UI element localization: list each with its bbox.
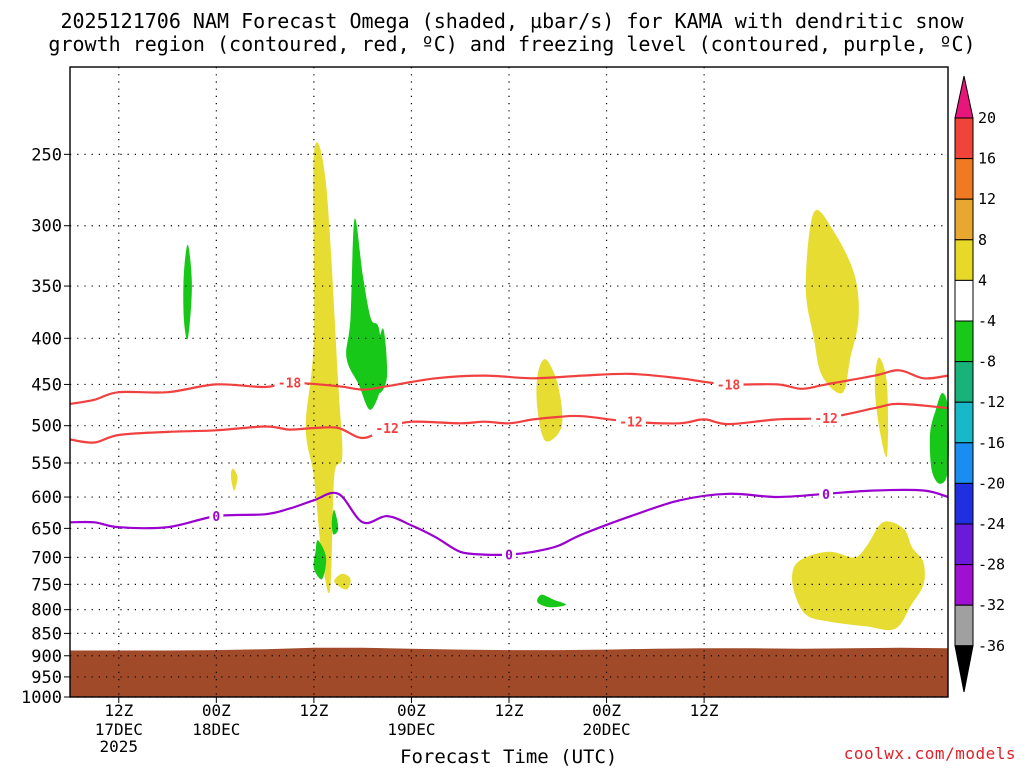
- y-tick-label: 400: [31, 329, 62, 349]
- colorbar-swatch: [954, 442, 974, 484]
- y-tick-label: 600: [31, 488, 62, 508]
- x-tick-label: 12Z: [495, 701, 524, 720]
- contours: -18 -18 -12 -12 -12 0 0 0: [69, 369, 949, 564]
- contour-label-bg: [811, 409, 842, 426]
- omega-region-negative: [331, 509, 339, 535]
- colorbar-tick-label: -28: [978, 556, 1005, 574]
- x-tick-sublabel: 17DEC: [95, 720, 143, 739]
- contour-label-bg: [274, 374, 305, 391]
- colorbar-swatch: [954, 239, 974, 281]
- contour-dgz_lower: [69, 402, 949, 444]
- x-tick-label: 12Z: [299, 701, 328, 720]
- colorbar-swatch: [954, 320, 974, 363]
- x-tick-sublabel: 19DEC: [387, 720, 435, 739]
- omega-region-negative: [183, 244, 192, 340]
- colorbar-tick-label: -8: [978, 353, 996, 371]
- x-tick-sublabel: 18DEC: [192, 720, 240, 739]
- colorbar-swatch: [954, 523, 974, 566]
- omega-region-positive: [792, 521, 925, 631]
- y-tick-label: 850: [31, 624, 62, 644]
- colorbar-swatch: [954, 279, 974, 322]
- y-tick-label: 250: [31, 145, 62, 165]
- y-tick-label: 450: [31, 375, 62, 395]
- omega-region-negative: [929, 393, 949, 484]
- chart-title-line2: growth region (contoured, red, ºC) and f…: [48, 32, 976, 56]
- x-tick-label: 12Z: [690, 701, 719, 720]
- x-tick-sublabel: 2025: [100, 737, 139, 756]
- contour-label-bg: [615, 413, 646, 430]
- y-tick-label: 650: [31, 519, 62, 539]
- y-tick-label: 750: [31, 575, 62, 595]
- colorbar-swatch: [954, 361, 974, 403]
- x-tick-sublabel: 20DEC: [582, 720, 630, 739]
- x-tick-label: 00Z: [592, 701, 621, 720]
- contour-label: 0: [505, 549, 513, 564]
- contour-label: -18: [717, 378, 741, 393]
- omega-region-negative: [346, 218, 384, 410]
- omega-region-negative: [374, 328, 388, 394]
- contour-label-bg: [372, 420, 403, 437]
- y-tick-label: 1000: [21, 688, 62, 708]
- colorbar-tick-label: 8: [978, 231, 987, 249]
- omega-region-positive: [805, 210, 859, 394]
- y-tick-label: 900: [31, 647, 62, 667]
- contour-label-bg: [713, 376, 744, 393]
- omega-region-negative: [537, 594, 566, 608]
- colorbar-top-arrow: [954, 75, 974, 119]
- colorbar-tick-label: -12: [978, 393, 1005, 411]
- x-axis-title: Forecast Time (UTC): [400, 746, 618, 768]
- contour-label: -12: [375, 422, 398, 437]
- y-tick-label: 300: [31, 217, 62, 237]
- colorbar-tick-label: 12: [978, 190, 996, 208]
- omega-shading: [183, 142, 949, 631]
- colorbar-tick-label: 4: [978, 271, 987, 289]
- y-tick-label: 350: [31, 277, 62, 297]
- contour-label: -12: [619, 416, 642, 431]
- contour-label: -12: [814, 412, 837, 427]
- omega-region-positive: [230, 468, 238, 491]
- site-credit: coolwx.com/models: [843, 744, 1016, 763]
- colorbar-swatch: [954, 401, 974, 444]
- colorbar-tick-label: -32: [978, 596, 1005, 614]
- colorbar-tick-label: -36: [978, 637, 1005, 655]
- colorbar-swatch: [954, 198, 974, 241]
- contour-freezing: [69, 488, 949, 556]
- y-tick-label: 700: [31, 548, 62, 568]
- contour-dgz_upper: [69, 369, 949, 405]
- colorbar-tick-label: 16: [978, 150, 996, 168]
- y-tick-label: 800: [31, 601, 62, 621]
- colorbar-swatch: [954, 117, 974, 160]
- omega-region-positive: [334, 573, 351, 590]
- y-tick-label: 550: [31, 454, 62, 474]
- colorbar-swatch: [954, 158, 974, 200]
- colorbar-tick-label: -24: [978, 515, 1005, 533]
- contour-label: 0: [212, 510, 220, 525]
- contour-label-bg: [819, 485, 834, 502]
- y-tick-label: 950: [31, 668, 62, 688]
- x-tick-label: 00Z: [397, 701, 426, 720]
- contour-label-bg: [502, 546, 516, 563]
- colorbar-swatch: [954, 604, 974, 647]
- contour-label: 0: [822, 488, 830, 503]
- colorbar-tick-label: -16: [978, 434, 1005, 452]
- axes: 250 300 350 400 450 500 550 600 650 700 750 800 850 9…: [21, 66, 949, 756]
- contour-label: -18: [278, 377, 302, 392]
- y-tick-label: 500: [31, 417, 62, 437]
- x-tick-label: 12Z: [104, 701, 133, 720]
- colorbar: 20 16 12 8 4 -4 -8 -12 -16 -20 -24 -28 -32 -36: [954, 75, 1005, 693]
- omega-region-positive: [305, 142, 343, 594]
- colorbar-tick-label: -4: [978, 312, 996, 330]
- colorbar-swatch: [954, 564, 974, 606]
- colorbar-bottom-arrow: [954, 645, 974, 693]
- x-tick-label: 00Z: [202, 701, 231, 720]
- contour-label-bg: [209, 508, 224, 525]
- colorbar-swatch: [954, 482, 974, 525]
- chart-title-line1: 2025121706 NAM Forecast Omega (shaded, µ…: [60, 9, 964, 33]
- colorbar-tick-label: -20: [978, 474, 1005, 492]
- omega-region-positive: [536, 359, 563, 442]
- colorbar-tick-label: 20: [978, 109, 996, 127]
- omega-region-negative: [313, 540, 327, 580]
